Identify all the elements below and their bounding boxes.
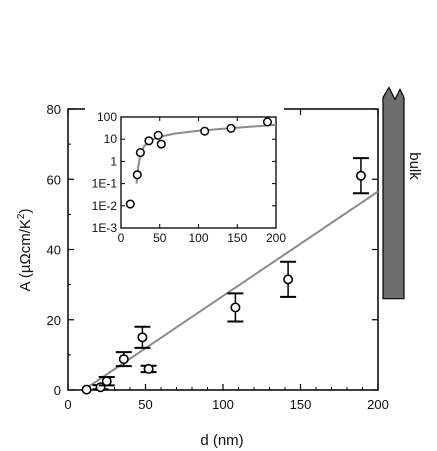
inset-mask — [85, 107, 284, 244]
x-tick-label: 50 — [138, 397, 152, 412]
inset-point-marker — [125, 199, 135, 209]
y-tick-label: 40 — [47, 243, 61, 258]
inset-point-marker — [156, 139, 166, 149]
data-point — [98, 376, 115, 387]
inset-y-tick-label: 1 — [110, 154, 117, 168]
data-point — [134, 325, 151, 349]
data-point — [280, 260, 297, 298]
inset-y-tick-label: 1E-1 — [92, 177, 118, 191]
x-tick-label: 100 — [212, 397, 234, 412]
data-point — [115, 351, 132, 368]
y-tick-label: 60 — [47, 172, 61, 187]
data-point — [140, 363, 157, 374]
inset-data-points — [125, 117, 273, 209]
data-point — [352, 157, 369, 195]
y-tick-label: 80 — [47, 102, 61, 117]
bulk-label: bulk — [406, 152, 423, 180]
inset-point-marker — [144, 136, 154, 146]
bulk-band-layer — [382, 86, 405, 300]
linear-fit-line — [82, 190, 379, 391]
x-tick-label: 200 — [367, 397, 389, 412]
y-axis-title-close: ) — [17, 209, 34, 214]
point-marker — [143, 363, 154, 374]
bulk-band — [382, 86, 405, 300]
data-point — [227, 292, 244, 323]
inset-ticks: 0 50 100 150 200 1E-3 1E-2 1E-1 1 10 100 — [92, 110, 287, 245]
point-marker — [283, 274, 294, 285]
inset-y-tick-label: 10 — [104, 132, 118, 146]
point-marker — [355, 170, 366, 181]
inset-point-marker — [200, 126, 210, 136]
inset-x-tick-label: 200 — [266, 231, 286, 245]
point-marker — [118, 354, 129, 365]
x-axis-title: d (nm) — [200, 432, 243, 449]
point-marker — [101, 376, 112, 387]
point-marker — [81, 384, 92, 395]
inset-point-marker — [153, 130, 163, 140]
inset-x-tick-label: 50 — [153, 231, 167, 245]
x-tick-label: 0 — [64, 397, 71, 412]
data-point — [81, 384, 92, 395]
inset-y-tick-label: 100 — [97, 110, 117, 124]
inset-point-marker — [262, 117, 273, 127]
point-marker — [137, 332, 148, 343]
y-tick-label: 20 — [47, 313, 61, 328]
inset-x-tick-label: 0 — [118, 231, 125, 245]
inset-x-tick-label: 100 — [188, 231, 208, 245]
main-fit-layer — [82, 190, 379, 391]
y-axis-title-main: A (µΩcm/K — [17, 219, 34, 291]
y-axis-title-sup: 2 — [16, 213, 27, 219]
inset-background — [85, 107, 284, 244]
main-data-points — [81, 157, 369, 395]
inset-x-tick-label: 150 — [227, 231, 247, 245]
inset-point-marker — [132, 170, 142, 180]
y-axis-title: A (µΩcm/K2) — [16, 209, 34, 292]
inset-point-marker — [135, 148, 145, 158]
x-tick-label: 150 — [290, 397, 312, 412]
inset-y-tick-label: 1E-3 — [92, 221, 118, 235]
y-tick-label: 0 — [54, 383, 61, 398]
inset-y-tick-label: 1E-2 — [92, 199, 118, 213]
point-marker — [230, 302, 241, 313]
inset-point-marker — [226, 123, 236, 133]
